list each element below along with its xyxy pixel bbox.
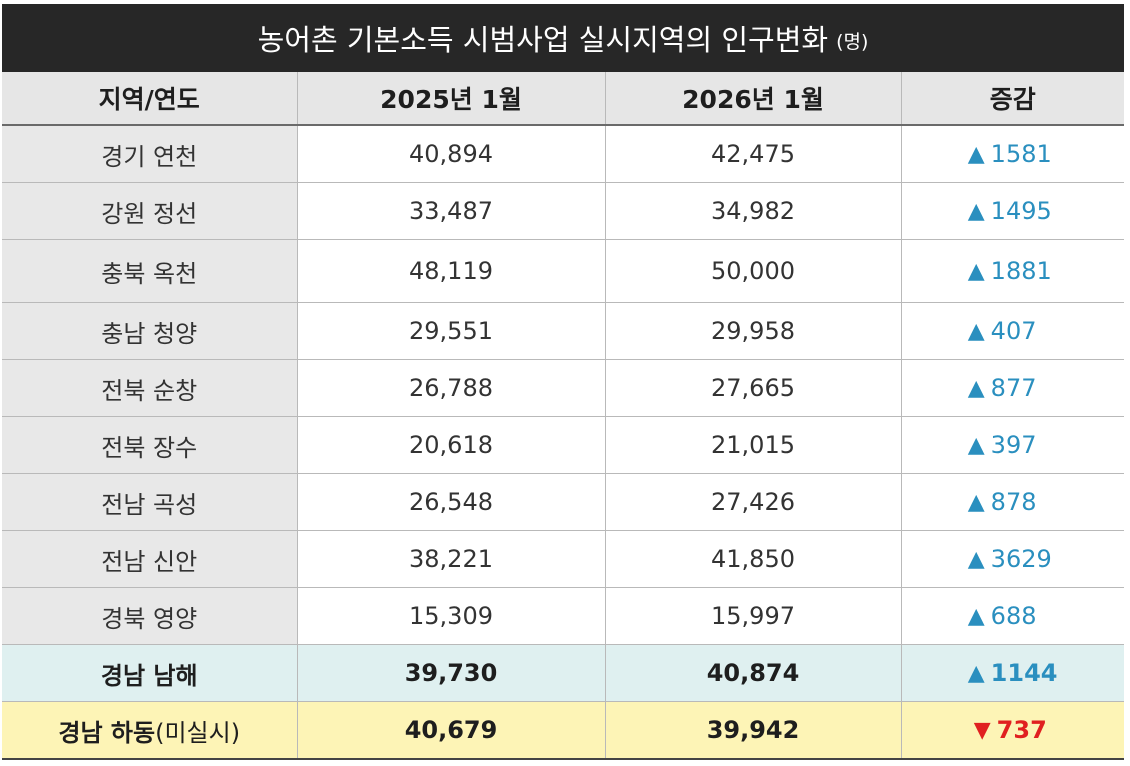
value-2025-cell: 48,119 bbox=[297, 239, 606, 303]
value-2026-cell: 39,942 bbox=[605, 701, 902, 760]
increase-triangle-icon: ▲ bbox=[967, 604, 985, 629]
value-2026-cell: 27,426 bbox=[605, 473, 902, 531]
value-2025-cell: 33,487 bbox=[297, 182, 606, 240]
value-2025-cell: 26,788 bbox=[297, 359, 606, 417]
increase-triangle-icon: ▲ bbox=[967, 490, 985, 515]
table-row-highlighted: 경남 남해 39,730 40,874 ▲ 1144 bbox=[2, 644, 1124, 702]
table-row: 전남 곡성 26,548 27,426 ▲ 878 bbox=[2, 473, 1124, 531]
region-cell: 경기 연천 bbox=[2, 125, 298, 183]
header-2026: 2026년 1월 bbox=[605, 72, 902, 126]
decrease-triangle-icon: ▼ bbox=[973, 718, 991, 743]
value-2026-cell: 15,997 bbox=[605, 587, 902, 645]
increase-triangle-icon: ▲ bbox=[967, 142, 985, 167]
change-value: 3629 bbox=[990, 545, 1052, 573]
change-cell: ▲ 1881 bbox=[901, 239, 1124, 303]
change-cell: ▲ 878 bbox=[901, 473, 1124, 531]
change-cell: ▲ 407 bbox=[901, 302, 1124, 360]
header-2025: 2025년 1월 bbox=[297, 72, 606, 126]
region-cell: 경남 남해 bbox=[2, 644, 298, 702]
value-2026-cell: 42,475 bbox=[605, 125, 902, 183]
value-2026-cell: 34,982 bbox=[605, 182, 902, 240]
value-2026-cell: 40,874 bbox=[605, 644, 902, 702]
region-cell: 강원 정선 bbox=[2, 182, 298, 240]
change-cell: ▼ 737 bbox=[901, 701, 1124, 760]
table-row: 전남 신안 38,221 41,850 ▲ 3629 bbox=[2, 530, 1124, 588]
value-2025-cell: 26,548 bbox=[297, 473, 606, 531]
table-title-bar: 농어촌 기본소득 시범사업 실시지역의 인구변화 (명) bbox=[2, 4, 1124, 72]
table-row: 강원 정선 33,487 34,982 ▲ 1495 bbox=[2, 182, 1124, 240]
header-region: 지역/연도 bbox=[2, 72, 298, 126]
change-value: 1495 bbox=[990, 197, 1052, 225]
value-2025-cell: 40,679 bbox=[297, 701, 606, 760]
table-row: 전북 장수 20,618 21,015 ▲ 397 bbox=[2, 416, 1124, 474]
change-value: 1881 bbox=[990, 257, 1052, 285]
table-row: 충북 옥천 48,119 50,000 ▲ 1881 bbox=[2, 239, 1124, 303]
value-2026-cell: 29,958 bbox=[605, 302, 902, 360]
change-cell: ▲ 1581 bbox=[901, 125, 1124, 183]
change-value: 688 bbox=[990, 602, 1037, 630]
increase-triangle-icon: ▲ bbox=[967, 319, 985, 344]
region-cell: 전남 곡성 bbox=[2, 473, 298, 531]
value-2025-cell: 20,618 bbox=[297, 416, 606, 474]
change-cell: ▲ 688 bbox=[901, 587, 1124, 645]
region-cell: 전북 순창 bbox=[2, 359, 298, 417]
region-cell: 충남 청양 bbox=[2, 302, 298, 360]
change-value: 407 bbox=[990, 317, 1037, 345]
population-table: 지역/연도 2025년 1월 2026년 1월 증감 경기 연천 40,894 … bbox=[2, 72, 1124, 760]
region-cell: 경남 하동(미실시) bbox=[2, 701, 298, 760]
table-row: 경기 연천 40,894 42,475 ▲ 1581 bbox=[2, 125, 1124, 183]
change-cell: ▲ 1495 bbox=[901, 182, 1124, 240]
value-2026-cell: 21,015 bbox=[605, 416, 902, 474]
header-row: 지역/연도 2025년 1월 2026년 1월 증감 bbox=[2, 72, 1124, 126]
change-cell: ▲ 3629 bbox=[901, 530, 1124, 588]
increase-triangle-icon: ▲ bbox=[967, 433, 985, 458]
region-cell: 전북 장수 bbox=[2, 416, 298, 474]
change-cell: ▲ 1144 bbox=[901, 644, 1124, 702]
table-title: 농어촌 기본소득 시범사업 실시지역의 인구변화 bbox=[257, 23, 829, 57]
value-2026-cell: 41,850 bbox=[605, 530, 902, 588]
change-value: 397 bbox=[990, 431, 1037, 459]
value-2026-cell: 50,000 bbox=[605, 239, 902, 303]
value-2025-cell: 40,894 bbox=[297, 125, 606, 183]
change-cell: ▲ 397 bbox=[901, 416, 1124, 474]
increase-triangle-icon: ▲ bbox=[967, 376, 985, 401]
table-row: 충남 청양 29,551 29,958 ▲ 407 bbox=[2, 302, 1124, 360]
region-cell: 충북 옥천 bbox=[2, 239, 298, 303]
change-value: 737 bbox=[996, 716, 1047, 744]
region-cell: 경북 영양 bbox=[2, 587, 298, 645]
change-value: 877 bbox=[990, 374, 1037, 402]
change-cell: ▲ 877 bbox=[901, 359, 1124, 417]
increase-triangle-icon: ▲ bbox=[967, 661, 985, 686]
value-2026-cell: 27,665 bbox=[605, 359, 902, 417]
increase-triangle-icon: ▲ bbox=[967, 547, 985, 572]
region-cell: 전남 신안 bbox=[2, 530, 298, 588]
table-row: 경북 영양 15,309 15,997 ▲ 688 bbox=[2, 587, 1124, 645]
change-value: 1581 bbox=[990, 140, 1052, 168]
value-2025-cell: 39,730 bbox=[297, 644, 606, 702]
value-2025-cell: 15,309 bbox=[297, 587, 606, 645]
increase-triangle-icon: ▲ bbox=[967, 259, 985, 284]
increase-triangle-icon: ▲ bbox=[967, 199, 985, 224]
value-2025-cell: 38,221 bbox=[297, 530, 606, 588]
value-2025-cell: 29,551 bbox=[297, 302, 606, 360]
region-note: (미실시) bbox=[155, 718, 241, 747]
table-row-not-implemented: 경남 하동(미실시) 40,679 39,942 ▼ 737 bbox=[2, 701, 1124, 760]
unit-label: (명) bbox=[836, 30, 869, 53]
header-change: 증감 bbox=[901, 72, 1124, 126]
region-name: 경남 하동 bbox=[58, 718, 156, 747]
change-value: 878 bbox=[990, 488, 1037, 516]
change-value: 1144 bbox=[990, 659, 1058, 687]
table-row: 전북 순창 26,788 27,665 ▲ 877 bbox=[2, 359, 1124, 417]
